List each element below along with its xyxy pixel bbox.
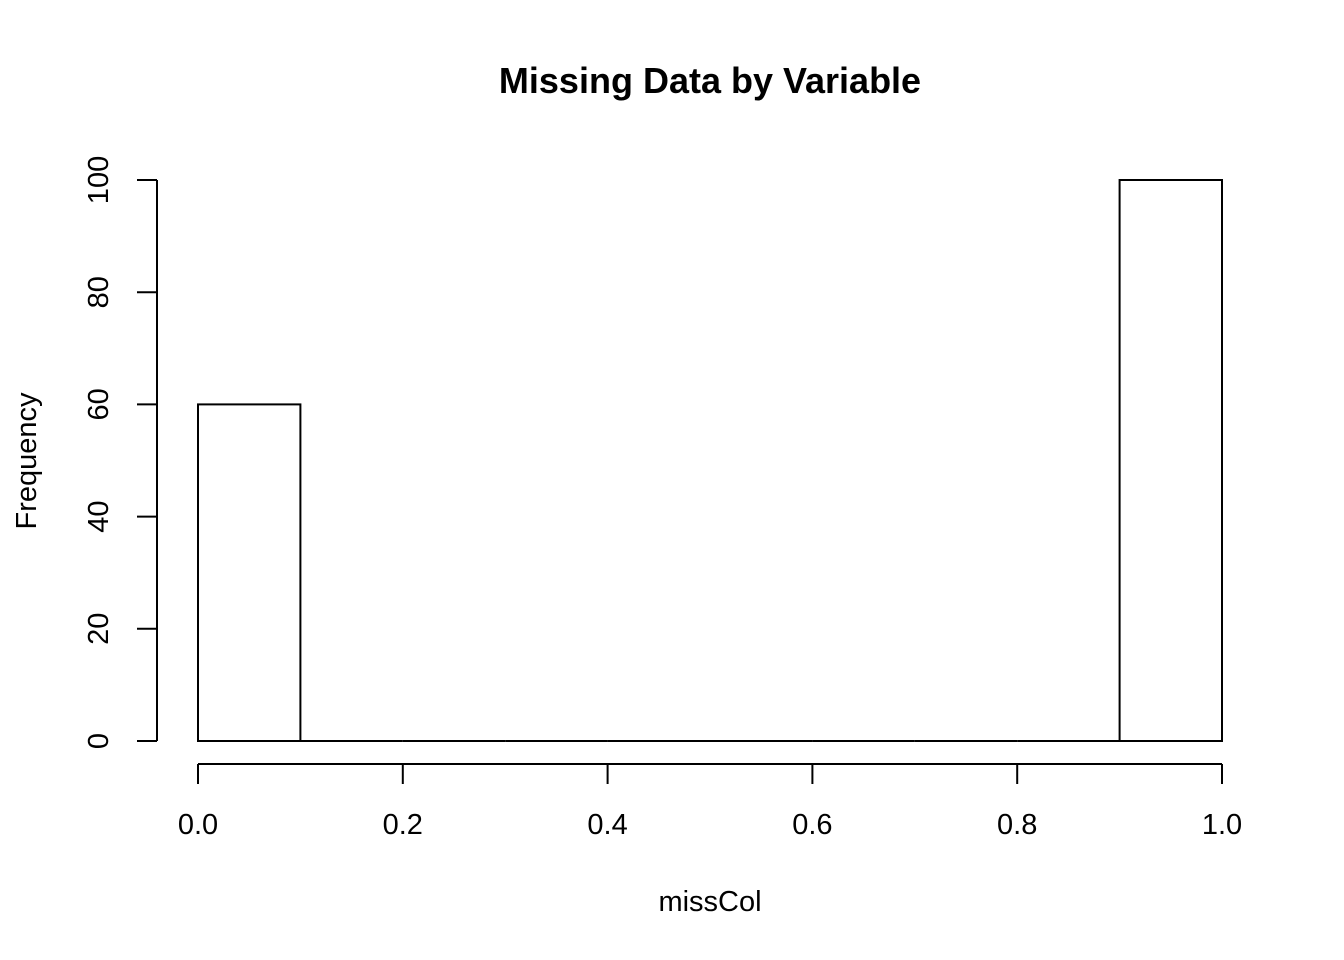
y-axis-label: Frequency bbox=[11, 392, 43, 530]
histogram-bar-0 bbox=[197, 403, 302, 742]
y-tick-label-1: 20 bbox=[83, 613, 115, 645]
y-tick-label-3: 60 bbox=[83, 388, 115, 420]
y-tick-label-5: 100 bbox=[83, 156, 115, 204]
x-tick-label-5: 1.0 bbox=[1202, 809, 1242, 841]
bars-group bbox=[197, 179, 1223, 742]
x-tick-label-3: 0.6 bbox=[792, 809, 832, 841]
x-axis-label: missCol bbox=[658, 886, 761, 918]
chart-title: Missing Data by Variable bbox=[499, 60, 921, 101]
y-axis: 0 20 40 60 80 100 bbox=[83, 156, 158, 749]
x-tick-label-4: 0.8 bbox=[997, 809, 1037, 841]
y-tick-label-2: 40 bbox=[83, 500, 115, 532]
y-tick-label-4: 80 bbox=[83, 276, 115, 308]
x-tick-label-2: 0.4 bbox=[587, 809, 627, 841]
histogram-bar-9 bbox=[1118, 179, 1223, 742]
x-tick-label-1: 0.2 bbox=[383, 809, 423, 841]
x-tick-label-0: 0.0 bbox=[178, 809, 218, 841]
y-tick-label-0: 0 bbox=[83, 733, 115, 749]
x-axis: 0.0 0.2 0.4 0.6 0.8 1.0 bbox=[178, 763, 1242, 841]
